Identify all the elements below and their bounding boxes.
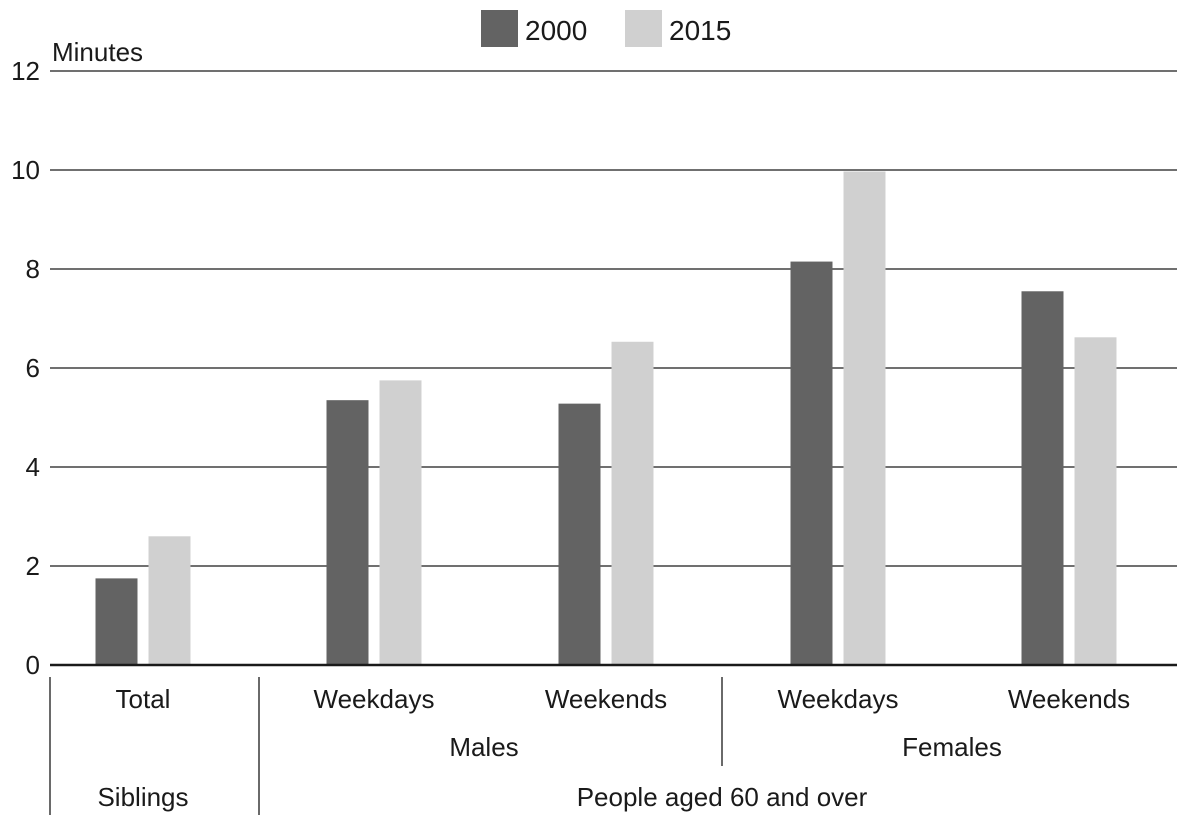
- category-dividers: [49, 677, 723, 815]
- category-labels: Total Weekdays Weekends Weekdays Weekends Mal…: [97, 684, 1130, 812]
- category-label: Total: [116, 684, 171, 714]
- y-tick-label: 12: [11, 56, 40, 86]
- group-label: Females: [902, 732, 1002, 762]
- y-axis-ticks: 0 2 4 6 8 10 12: [11, 56, 40, 680]
- bars: [95, 171, 1117, 666]
- y-tick-label: 0: [26, 650, 40, 680]
- legend-swatch-2000: [481, 10, 518, 47]
- bar-2000-2: [326, 400, 369, 665]
- category-label: Weekdays: [778, 684, 899, 714]
- bar-2000-5: [1021, 291, 1064, 665]
- group-label: Males: [449, 732, 518, 762]
- y-tick-label: 10: [11, 155, 40, 185]
- legend: 2000 2015: [481, 10, 731, 47]
- y-tick-label: 8: [26, 254, 40, 284]
- category-label: Weekdays: [314, 684, 435, 714]
- bar-2000-4: [790, 261, 833, 665]
- bar-2015-1: [148, 536, 191, 665]
- y-axis-unit-label: Minutes: [52, 37, 143, 67]
- legend-label: 2000: [525, 15, 587, 46]
- y-tick-label: 4: [26, 452, 40, 482]
- y-tick-label: 2: [26, 551, 40, 581]
- bar-2015-3: [611, 341, 654, 665]
- category-label: Weekends: [545, 684, 667, 714]
- bar-2015-2: [379, 380, 422, 665]
- legend-swatch-2015: [625, 10, 662, 47]
- bar-2000-1: [95, 578, 138, 665]
- bar-2015-4: [843, 171, 886, 666]
- supergroup-label: People aged 60 and over: [577, 782, 868, 812]
- bar-2015-5: [1074, 337, 1117, 665]
- legend-label: 2015: [669, 15, 731, 46]
- category-label: Weekends: [1008, 684, 1130, 714]
- supergroup-label: Siblings: [97, 782, 188, 812]
- bar-2000-3: [558, 403, 601, 665]
- y-tick-label: 6: [26, 353, 40, 383]
